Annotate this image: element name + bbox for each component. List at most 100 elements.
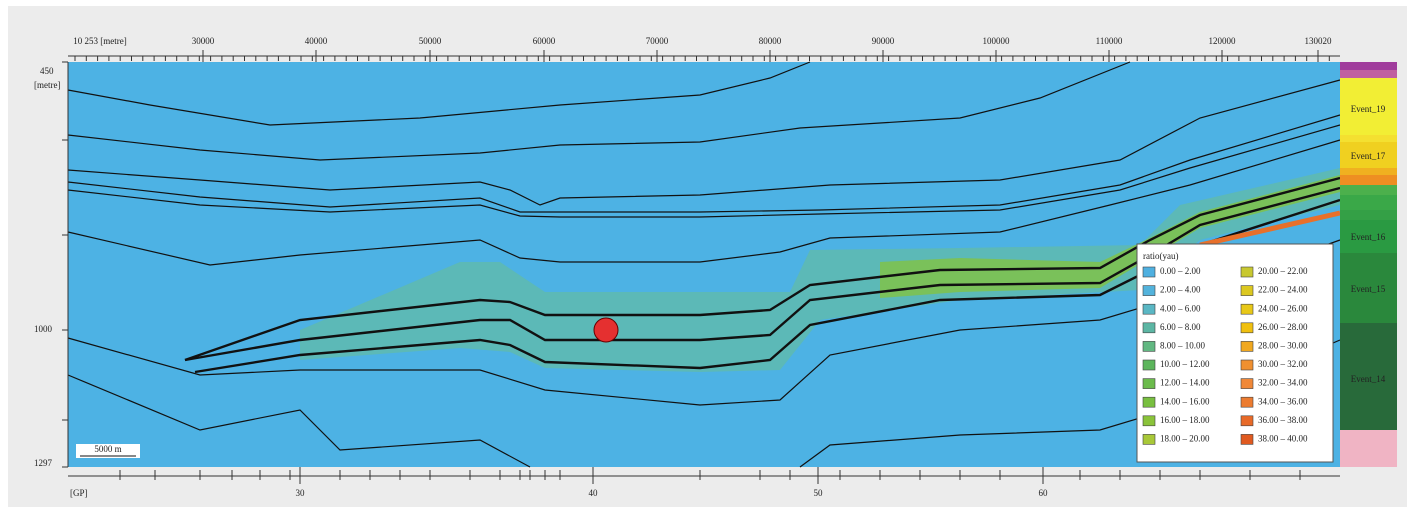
legend-label: 32.00 – 34.00: [1258, 378, 1308, 388]
legend-swatch: [1142, 359, 1156, 371]
horizon: [67, 61, 1131, 161]
well-marker[interactable]: [593, 317, 619, 343]
legend-label: 2.00 – 4.00: [1160, 285, 1201, 295]
layer-label: Event_16: [1351, 232, 1386, 242]
layer: [1340, 195, 1397, 210]
top-tick-label: 100000: [983, 36, 1011, 46]
legend-swatch: [1240, 396, 1254, 408]
legend-swatch: [1142, 285, 1156, 296]
legend-swatch: [1240, 303, 1254, 315]
layer-label: Event_17: [1351, 151, 1386, 161]
property-band: [300, 168, 1340, 372]
legend-label: 20.00 – 22.00: [1258, 266, 1308, 276]
horizon: [67, 61, 811, 126]
legend-swatch: [1240, 341, 1254, 352]
legend-swatch: [1142, 322, 1156, 334]
horizon: [184, 176, 1341, 362]
top-tick-label: 130020: [1305, 36, 1333, 46]
legend-swatch: [1240, 434, 1254, 445]
legend-swatch: [1142, 415, 1156, 427]
horizon: [67, 239, 1341, 406]
left-unit: [metre]: [34, 80, 60, 90]
legend-label: 8.00 – 10.00: [1160, 340, 1206, 350]
horizon: [67, 139, 1341, 266]
legend: ratio(yau) 0.00 – 2.00 2.00 – 4.00 4.00 – …: [1136, 243, 1334, 463]
top-tick-label: 40000: [305, 36, 328, 46]
legend-label: 0.00 – 2.00: [1160, 266, 1201, 276]
top-tick-label: 110000: [1096, 36, 1123, 46]
horizon-orange: [1199, 210, 1341, 248]
layer: [1340, 210, 1397, 220]
layer: [1340, 253, 1397, 323]
legend-label: 26.00 – 28.00: [1258, 322, 1308, 332]
layer: [1340, 70, 1397, 78]
layer: [1340, 135, 1397, 142]
layer-label: Event_19: [1351, 104, 1386, 114]
layer-label: Event_15: [1351, 284, 1386, 294]
top-axis-unit: 10 253 [metre]: [73, 36, 126, 46]
legend-label: 10.00 – 12.00: [1160, 359, 1210, 369]
legend-swatch: [1142, 341, 1156, 352]
bottom-axis-unit: [GP]: [70, 488, 88, 498]
bottom-tick-label: 50: [814, 488, 824, 498]
legend-label: 6.00 – 8.00: [1160, 322, 1201, 332]
legend-swatch: [1142, 434, 1156, 445]
bottom-tick-label: 60: [1039, 488, 1049, 498]
scale-label: 5000 m: [94, 444, 121, 454]
layer: [1340, 175, 1397, 185]
legend-swatch: [1240, 285, 1254, 296]
top-tick-label: 50000: [419, 36, 442, 46]
top-tick-label: 90000: [872, 36, 895, 46]
bottom-tick-label: 40: [589, 488, 599, 498]
horizon: [67, 79, 1341, 206]
scale-bar: 5000 m: [76, 444, 140, 458]
layer: [1340, 323, 1397, 430]
legend-box: [1136, 243, 1334, 463]
horizon: [67, 124, 1341, 218]
left-label: 1000: [34, 324, 53, 334]
top-tick-label: 70000: [646, 36, 669, 46]
horizon: [67, 114, 1341, 213]
legend-label: 12.00 – 14.00: [1160, 378, 1210, 388]
top-tick-label: 60000: [533, 36, 556, 46]
legend-swatch: [1240, 266, 1254, 278]
legend-label: 18.00 – 20.00: [1160, 433, 1210, 443]
legend-label: 38.00 – 40.00: [1258, 433, 1308, 443]
layer: [1340, 430, 1397, 467]
layer: [1340, 185, 1397, 195]
property-band-high: [880, 175, 1340, 298]
top-tick-label: 30000: [192, 36, 215, 46]
legend-swatch: [1142, 396, 1156, 408]
legend-label: 36.00 – 38.00: [1258, 415, 1308, 425]
layer: [1340, 78, 1397, 135]
layer: [1340, 142, 1397, 168]
legend-label: 34.00 – 36.00: [1258, 396, 1308, 406]
layer: [1340, 168, 1397, 175]
bottom-tick-label: 30: [296, 488, 306, 498]
legend-title: ratio(yau): [1143, 251, 1178, 261]
legend-swatch: [1142, 266, 1156, 278]
legend-label: 16.00 – 18.00: [1160, 415, 1210, 425]
legend-swatch: [1142, 378, 1156, 389]
legend-swatch: [1240, 359, 1254, 371]
legend-label: 4.00 – 6.00: [1160, 303, 1201, 313]
legend-swatch: [1240, 322, 1254, 334]
legend-swatch: [1240, 378, 1254, 389]
legend-label: 30.00 – 32.00: [1258, 359, 1308, 369]
legend-label: 28.00 – 30.00: [1258, 340, 1308, 350]
top-tick-label: 120000: [1209, 36, 1237, 46]
layer: [1340, 62, 1397, 70]
left-label: 1297: [34, 458, 53, 468]
layer: [1340, 220, 1397, 253]
scale-bg: [76, 444, 140, 458]
legend-label: 24.00 – 26.00: [1258, 303, 1308, 313]
legend-label: 14.00 – 16.00: [1160, 396, 1210, 406]
layer-label: Event_14: [1351, 374, 1386, 384]
legend-label: 22.00 – 24.00: [1258, 285, 1308, 295]
horizon: [67, 374, 531, 468]
top-tick-label: 80000: [759, 36, 782, 46]
left-label: 450: [40, 66, 54, 76]
legend-swatch: [1240, 415, 1254, 427]
column: Event_19 Event_17 Event_16 Event_15 Even…: [1340, 62, 1397, 467]
